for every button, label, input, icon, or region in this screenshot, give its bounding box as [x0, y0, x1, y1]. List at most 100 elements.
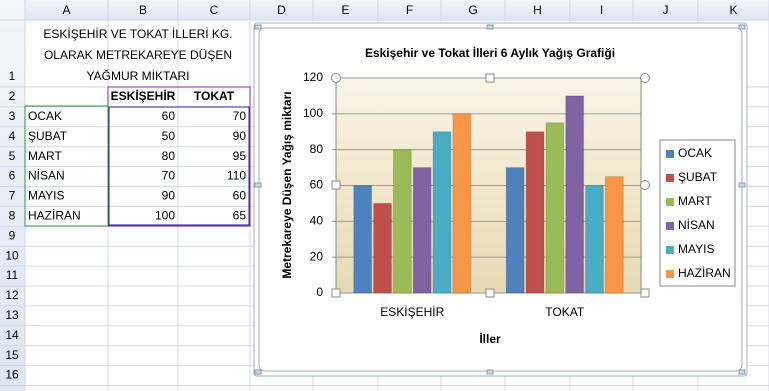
- bar: [604, 176, 624, 294]
- table-cell: 95: [233, 149, 247, 163]
- resize-handle: [254, 24, 262, 30]
- plot-handle: [331, 180, 341, 190]
- table-header: ESKİŞEHİR: [111, 88, 176, 103]
- table-cell: 90: [162, 189, 176, 203]
- resize-handle: [486, 369, 494, 375]
- table-cell: 70: [162, 169, 176, 183]
- row-header: 16: [5, 368, 19, 382]
- y-tick-label: 40: [310, 214, 324, 228]
- row-header: 1: [9, 69, 16, 83]
- plot-handle: [640, 180, 650, 190]
- table-cell: 50: [162, 129, 176, 143]
- row-header: 8: [9, 209, 16, 223]
- table-header: TOKAT: [194, 89, 235, 103]
- row-header: 15: [5, 348, 19, 362]
- legend-swatch: [666, 198, 674, 206]
- bar: [585, 185, 604, 294]
- plot-handle: [640, 288, 650, 298]
- y-tick-label: 60: [310, 178, 324, 192]
- column-header: I: [600, 3, 603, 17]
- plot-handle: [485, 73, 495, 83]
- row-header: 6: [9, 169, 16, 183]
- bar: [525, 131, 545, 294]
- table-cell: 65: [233, 209, 247, 223]
- legend-box: [659, 139, 736, 287]
- legend-label: ŞUBAT: [678, 170, 718, 184]
- plot-handle: [331, 73, 341, 83]
- legend-label: OCAK: [678, 146, 712, 160]
- row-header: 9: [9, 228, 16, 242]
- legend-label: MART: [678, 194, 712, 208]
- column-header: E: [341, 3, 349, 17]
- table-row-label: MAYIS: [28, 189, 64, 203]
- legend-label: NİSAN: [678, 218, 715, 232]
- column-header: J: [663, 3, 669, 17]
- legend-swatch: [666, 246, 674, 254]
- table-row-label: MART: [28, 149, 62, 163]
- legend-label: MAYIS: [678, 242, 714, 256]
- table-row-label: HAZİRAN: [28, 209, 81, 223]
- column-header: C: [210, 3, 219, 17]
- legend-swatch: [666, 222, 674, 230]
- resize-handle: [486, 24, 494, 30]
- row-header: 7: [9, 189, 16, 203]
- plot-handle: [331, 288, 341, 298]
- column-header: G: [468, 3, 477, 17]
- legend-swatch: [666, 174, 674, 182]
- column-header: H: [533, 3, 542, 17]
- resize-handle: [738, 369, 746, 375]
- legend-swatch: [666, 270, 674, 278]
- table-row-label: OCAK: [28, 109, 62, 123]
- bar: [505, 167, 525, 294]
- bar: [353, 185, 373, 294]
- column-header-bar: [0, 0, 769, 20]
- table-row-label: ŞUBAT: [28, 129, 68, 143]
- bar: [432, 131, 452, 294]
- row-header: 11: [6, 268, 19, 282]
- column-header: K: [729, 3, 737, 17]
- table-cell: 110: [227, 169, 246, 183]
- x-tick-label: ESKİŞEHİR: [380, 305, 444, 319]
- legend-label: HAZİRAN: [678, 266, 731, 280]
- row-header: 3: [9, 109, 16, 123]
- bar: [545, 122, 565, 294]
- row-header: 4: [9, 129, 16, 143]
- row-header: 5: [9, 149, 16, 163]
- bar: [452, 113, 472, 294]
- row-header: 13: [5, 308, 19, 322]
- bar: [373, 202, 392, 294]
- row-header: 10: [5, 248, 19, 262]
- column-header: A: [62, 3, 70, 17]
- row-header: 2: [9, 89, 16, 103]
- y-tick-label: 80: [310, 142, 324, 156]
- y-tick-label: 100: [303, 106, 323, 120]
- resize-handle: [738, 24, 746, 30]
- column-header: D: [277, 3, 286, 17]
- selection-outline: [24, 105, 109, 227]
- bar: [565, 95, 585, 294]
- row-header: 14: [5, 328, 19, 342]
- x-tick-label: TOKAT: [545, 305, 585, 319]
- table-cell: 60: [162, 109, 176, 123]
- plot-handle: [485, 288, 495, 298]
- resize-handle: [254, 369, 262, 375]
- y-axis-title: Metrekareye Düşen Yağış miktarı: [280, 91, 294, 278]
- legend-swatch: [666, 150, 674, 158]
- table-cell: 100: [155, 209, 175, 223]
- resize-handle: [738, 182, 746, 188]
- chart-title: Eskişehir ve Tokat İlleri 6 Aylık Yağış …: [365, 45, 615, 60]
- row-header: 12: [5, 288, 19, 302]
- table-cell: 60: [233, 189, 247, 203]
- table-cell: 90: [233, 129, 247, 143]
- y-tick-label: 20: [310, 249, 324, 263]
- resize-handle: [254, 182, 262, 188]
- y-tick-label: 0: [316, 285, 323, 299]
- selection-outline: [107, 86, 251, 227]
- column-header: F: [406, 3, 413, 17]
- y-tick-label: 120: [303, 70, 323, 84]
- column-header: B: [139, 3, 147, 17]
- x-axis-title: İller: [479, 331, 501, 346]
- selection-outline: [108, 106, 250, 226]
